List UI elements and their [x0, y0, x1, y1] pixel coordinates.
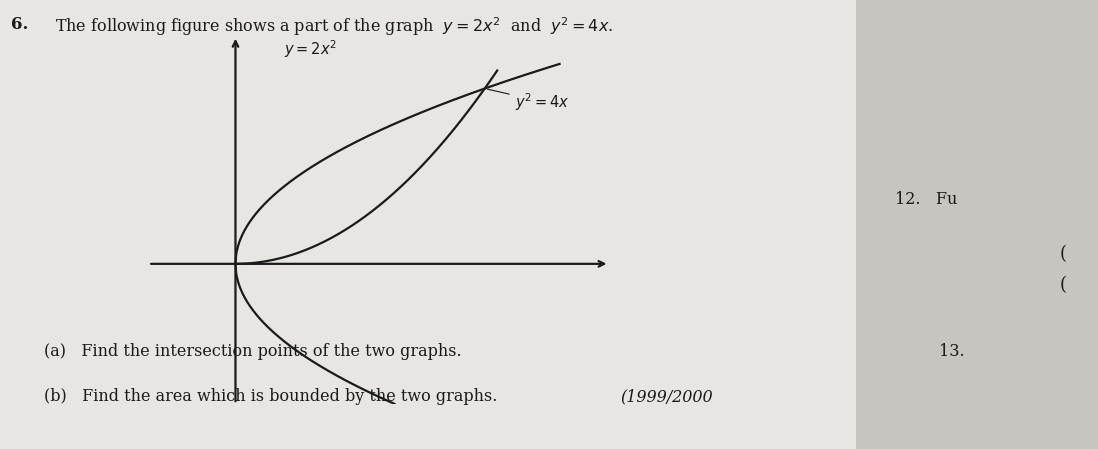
Text: (: (: [1060, 276, 1066, 294]
Text: The following figure shows a part of the graph  $y=2x^2$  and  $y^2=4x$.: The following figure shows a part of the…: [55, 16, 613, 39]
Text: (: (: [1060, 245, 1066, 263]
Text: $y^2=4x$: $y^2=4x$: [488, 89, 570, 113]
Text: (a)   Find the intersection points of the two graphs.: (a) Find the intersection points of the …: [44, 343, 461, 361]
Text: 13.: 13.: [939, 343, 964, 361]
Text: (1999/2000: (1999/2000: [620, 388, 713, 405]
Text: 12.   Fu: 12. Fu: [895, 191, 957, 208]
Text: 6.: 6.: [11, 16, 29, 33]
Text: $y=2x^2$: $y=2x^2$: [283, 38, 337, 60]
Text: (b)   Find the area which is bounded by the two graphs.: (b) Find the area which is bounded by th…: [44, 388, 497, 405]
